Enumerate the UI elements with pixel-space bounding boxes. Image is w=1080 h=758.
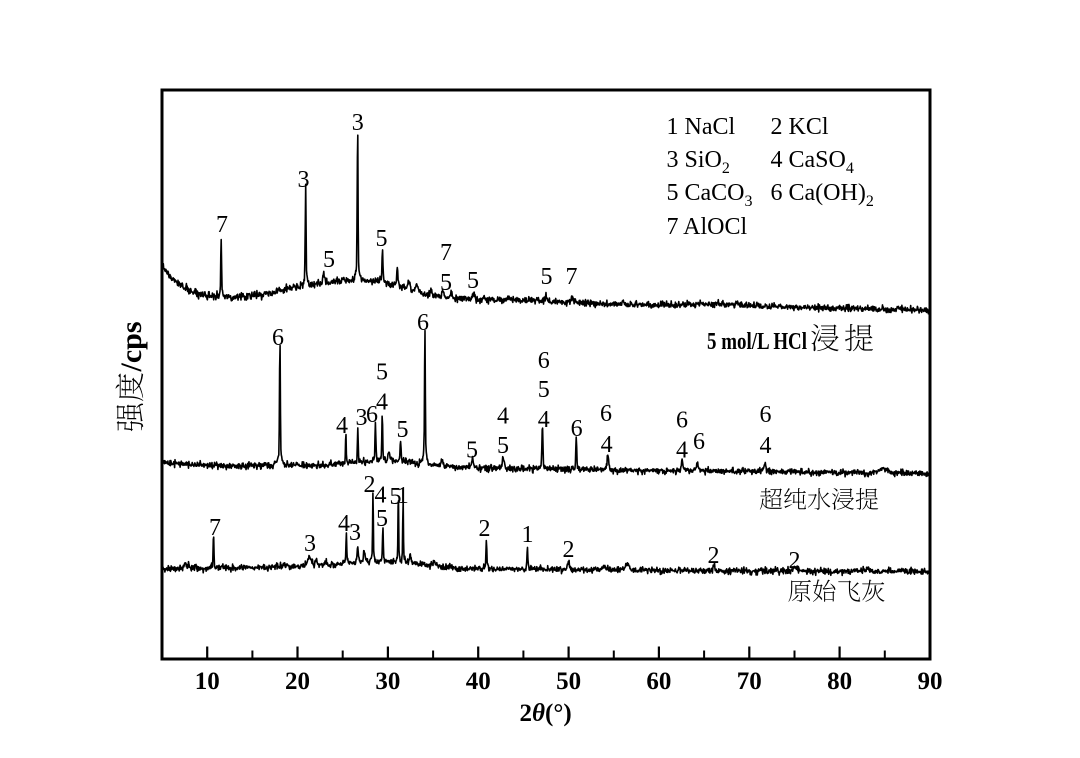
svg-text:4 CaSO4: 4 CaSO4 [771,147,854,177]
svg-text:4: 4 [497,404,509,430]
svg-text:4: 4 [676,438,688,464]
svg-text:5: 5 [541,264,553,290]
svg-text:10: 10 [195,668,220,695]
svg-text:2: 2 [479,516,491,542]
svg-text:70: 70 [737,668,762,695]
svg-text:5: 5 [376,506,388,532]
svg-text:7: 7 [216,212,228,238]
svg-text:7: 7 [209,515,221,541]
svg-text:7: 7 [440,240,452,266]
svg-text:3 SiO2: 3 SiO2 [667,147,730,177]
svg-text:6: 6 [571,416,583,442]
svg-text:5: 5 [467,268,479,294]
svg-text:3: 3 [298,167,310,193]
svg-text:4: 4 [375,483,387,509]
svg-text:5: 5 [538,377,550,403]
svg-text:2: 2 [364,472,376,498]
svg-text:3: 3 [356,405,368,431]
svg-text:3: 3 [304,531,316,557]
svg-text:1: 1 [522,522,534,548]
svg-text:4: 4 [760,433,772,459]
svg-text:6 Ca(OH)2: 6 Ca(OH)2 [771,180,874,210]
svg-text:50: 50 [556,668,581,695]
svg-text:6: 6 [417,310,429,336]
svg-text:4: 4 [538,407,550,433]
svg-text:40: 40 [466,668,491,695]
svg-text:3: 3 [352,110,364,136]
svg-text:5: 5 [323,247,335,273]
svg-text:6: 6 [760,402,772,428]
svg-text:7: 7 [566,264,578,290]
svg-text:2: 2 [708,543,720,569]
svg-text:5 mol/L HCl: 5 mol/L HCl [707,329,807,355]
svg-text:80: 80 [827,668,852,695]
svg-text:5: 5 [376,226,388,252]
svg-text:6: 6 [600,401,612,427]
svg-text:6: 6 [272,325,284,351]
svg-text:2 KCl: 2 KCl [771,114,829,140]
svg-text:6: 6 [693,429,705,455]
svg-text:4: 4 [338,511,350,537]
svg-text:4: 4 [336,413,348,439]
svg-text:1 NaCl: 1 NaCl [667,114,736,140]
svg-text:5: 5 [390,484,402,510]
svg-text:30: 30 [375,668,400,695]
svg-text:6: 6 [366,402,378,428]
svg-text:4: 4 [376,390,388,416]
svg-text:60: 60 [646,668,671,695]
svg-text:5: 5 [440,270,452,296]
svg-text:2: 2 [789,548,801,574]
svg-text:5 CaCO3: 5 CaCO3 [667,180,753,210]
svg-text:2: 2 [563,537,575,563]
svg-text:20: 20 [285,668,310,695]
svg-text:3: 3 [349,520,361,546]
svg-text:6: 6 [676,408,688,434]
svg-text:90: 90 [918,668,943,695]
svg-text:/cps: /cps [115,321,148,372]
svg-text:6: 6 [538,348,550,374]
svg-text:2θ(°): 2θ(°) [520,700,572,727]
svg-text:1: 1 [397,483,409,509]
svg-text:4: 4 [601,432,613,458]
svg-text:7 AlOCl: 7 AlOCl [667,214,748,240]
svg-text:5: 5 [497,433,509,459]
svg-text:5: 5 [466,438,478,464]
svg-text:5: 5 [397,417,409,443]
svg-text:5: 5 [376,360,388,386]
